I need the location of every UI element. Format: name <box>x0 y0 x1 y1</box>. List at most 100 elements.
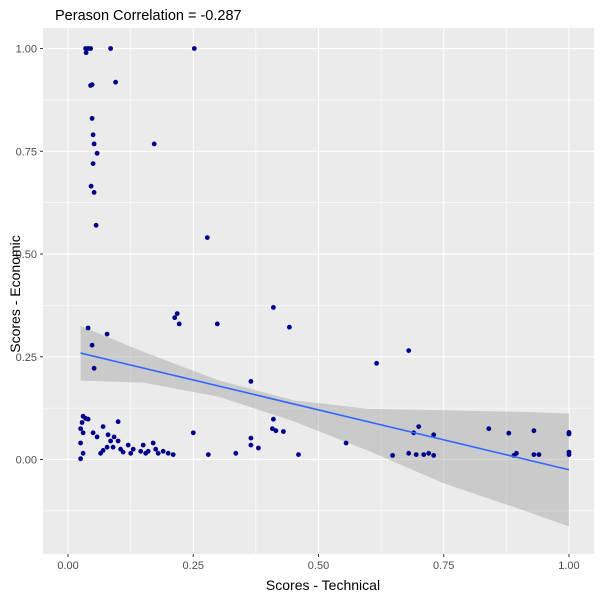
x-tick-label: 0.50 <box>308 560 329 572</box>
data-point <box>91 141 97 147</box>
data-point <box>160 448 166 454</box>
data-point <box>98 450 103 456</box>
data-point <box>89 116 95 121</box>
data-point <box>514 450 519 456</box>
data-point <box>140 442 146 448</box>
data-point <box>93 222 99 228</box>
data-point <box>287 324 292 330</box>
data-point <box>343 440 349 446</box>
data-point <box>79 420 85 425</box>
y-axis-title: Scores - Economic <box>7 235 23 352</box>
data-point <box>100 424 106 429</box>
data-point <box>531 428 537 434</box>
data-point <box>128 450 134 456</box>
data-point <box>431 432 437 438</box>
data-point <box>90 430 96 436</box>
y-tick-label: 0.50 <box>16 249 37 261</box>
data-point <box>105 432 111 438</box>
data-point <box>406 348 412 353</box>
data-point <box>172 315 178 321</box>
data-point <box>426 450 432 456</box>
data-point <box>143 450 149 456</box>
data-point <box>115 419 121 425</box>
y-axis: 0.00 0.25 0.50 0.75 1.00 <box>16 44 43 466</box>
data-point <box>80 450 86 456</box>
data-point <box>89 82 95 88</box>
data-point <box>110 444 116 450</box>
data-point <box>170 452 176 457</box>
data-point <box>256 445 261 451</box>
x-tick-label: 0.25 <box>183 560 204 572</box>
data-point <box>138 448 144 454</box>
data-point <box>130 446 136 452</box>
data-point <box>191 46 197 51</box>
data-point <box>120 449 126 455</box>
data-point <box>150 440 156 446</box>
data-point <box>205 452 211 457</box>
regression-line <box>80 352 570 471</box>
data-point <box>88 183 94 189</box>
data-point <box>94 434 100 440</box>
data-point <box>85 416 91 422</box>
data-point <box>233 450 239 456</box>
data-point <box>270 426 275 432</box>
data-point <box>271 416 276 422</box>
data-point <box>90 132 96 138</box>
data-point <box>374 360 379 366</box>
data-point <box>113 79 118 85</box>
data-point <box>94 150 100 156</box>
data-point <box>104 444 110 450</box>
data-point <box>90 161 96 167</box>
data-point <box>531 452 537 457</box>
x-tick-label: 0.00 <box>57 560 78 572</box>
data-point <box>271 305 276 310</box>
data-point <box>83 50 89 56</box>
data-point <box>89 342 95 348</box>
data-point <box>85 325 91 331</box>
y-tick-label: 0.75 <box>16 146 37 158</box>
data-point <box>108 438 113 444</box>
data-points <box>78 46 572 462</box>
data-point <box>153 446 159 452</box>
data-point <box>273 428 279 434</box>
data-point <box>566 452 572 457</box>
data-point <box>78 426 83 432</box>
data-point <box>176 321 182 327</box>
data-point <box>281 429 286 434</box>
y-tick-label: 0.00 <box>16 454 37 466</box>
data-point <box>506 430 512 436</box>
data-point <box>88 46 93 51</box>
data-point <box>125 442 131 448</box>
data-point <box>413 452 419 457</box>
data-point <box>104 331 110 337</box>
data-point <box>111 434 117 440</box>
confidence-band <box>80 325 569 527</box>
data-point <box>190 430 196 436</box>
data-point <box>165 450 171 456</box>
data-point <box>248 435 254 441</box>
data-point <box>431 453 437 458</box>
data-point <box>486 426 492 432</box>
data-point <box>155 450 161 456</box>
data-point <box>151 141 157 147</box>
data-point <box>91 365 97 371</box>
x-tick-label: 0.75 <box>433 560 454 572</box>
x-tick-label: 1.00 <box>558 560 579 572</box>
x-axis: 0.00 0.25 0.50 0.75 1.00 <box>57 554 580 572</box>
data-point <box>536 452 542 457</box>
data-point <box>174 311 180 316</box>
data-point <box>421 452 427 457</box>
chart-title: Perason Correlation = -0.287 <box>55 8 242 24</box>
y-tick-label: 1.00 <box>16 44 37 56</box>
y-tick-label: 0.25 <box>16 352 37 364</box>
data-point <box>416 424 422 429</box>
data-point <box>115 438 121 444</box>
data-point <box>78 456 83 462</box>
data-point <box>214 321 220 327</box>
data-point <box>406 450 412 456</box>
data-point <box>248 379 254 384</box>
data-point <box>80 430 86 436</box>
data-point <box>390 453 395 458</box>
data-point <box>78 440 83 446</box>
